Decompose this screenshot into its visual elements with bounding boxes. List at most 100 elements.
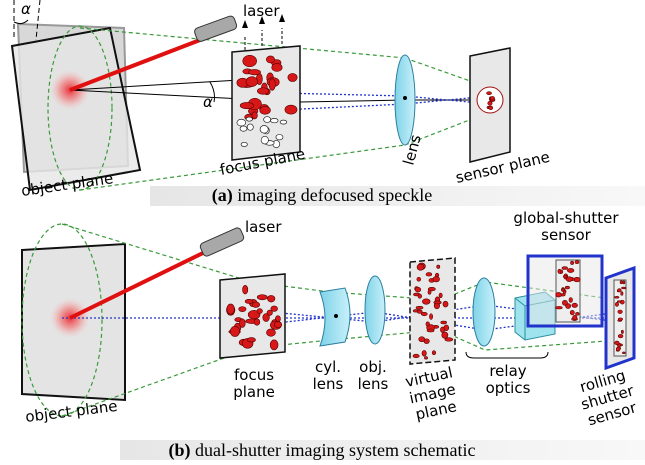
angle	[69, 79, 241, 103]
speckle-grain	[239, 102, 254, 110]
speckle-grain	[284, 104, 298, 115]
focus-plane	[231, 45, 301, 161]
speckle-grain	[251, 301, 260, 308]
speckle-grain	[246, 337, 256, 343]
speckle-grain	[620, 329, 624, 334]
bracket	[465, 351, 549, 359]
speckle-grain	[253, 318, 261, 326]
label: lens	[358, 375, 389, 393]
speckle-grain	[416, 263, 425, 271]
arrowhead	[259, 16, 265, 24]
speckle-grain	[267, 295, 276, 303]
speckle-grain	[417, 293, 422, 299]
speckle-grain	[245, 76, 258, 87]
speckle-grain	[617, 288, 622, 293]
speckle-outline	[260, 135, 269, 145]
speckle-grain	[486, 91, 492, 96]
speckle-grain	[251, 111, 258, 120]
speckle-grain	[273, 321, 283, 328]
speckle-grain	[421, 350, 427, 357]
speckle-grain	[489, 96, 495, 101]
label: sensor	[541, 226, 592, 244]
speckle-grain	[266, 309, 273, 316]
speckle-grain	[619, 280, 623, 285]
laser-beam	[69, 38, 201, 92]
speckle-grain	[431, 350, 437, 356]
speckle-grain	[620, 291, 624, 296]
panel-a: α α laser focus plane lens sensor plane …	[10, 0, 552, 200]
speckle-grain	[412, 353, 420, 359]
speckle-grain	[262, 313, 270, 322]
speckle-grain	[442, 300, 449, 308]
speckle-grain	[257, 87, 270, 95]
speckle-grain	[440, 326, 445, 333]
speckle-grain	[427, 289, 432, 295]
speckle-grain	[432, 276, 440, 283]
speckle-grain	[248, 69, 261, 76]
speckle-grain	[621, 286, 627, 290]
speckle-grain	[564, 285, 570, 290]
speckle-grain	[441, 331, 449, 339]
lens-center	[403, 96, 407, 100]
speckle-grain	[229, 326, 241, 337]
speckle-grain	[436, 264, 441, 269]
speckle	[226, 284, 283, 351]
caption-text: dual-shutter imaging system schematic	[191, 440, 476, 460]
speckle-outline	[259, 125, 269, 134]
speckle-grain	[242, 284, 249, 295]
speckle-grain	[270, 305, 278, 312]
speckle-grain	[433, 300, 442, 305]
speckle-outline	[270, 118, 279, 124]
speckle-grain	[561, 266, 568, 270]
speckle	[236, 54, 298, 149]
speckle-grain	[444, 337, 454, 342]
speckle-grain	[617, 309, 623, 314]
speckle-grain	[242, 54, 257, 68]
label: lens	[313, 375, 344, 393]
panel-b: laser global-shutter sensor object plane…	[21, 209, 639, 429]
speckle-grain	[266, 55, 275, 64]
speckle-grain	[416, 276, 422, 282]
obj-lens	[364, 275, 386, 345]
laser	[199, 227, 245, 257]
label: object plane	[24, 397, 118, 426]
caption-bar	[120, 440, 645, 460]
label: plane	[233, 383, 275, 401]
ref-line	[35, 0, 41, 41]
speckle-grain	[238, 306, 247, 312]
speckle-grain	[555, 292, 562, 298]
speckle-grain	[239, 318, 246, 328]
caption-bar	[150, 186, 645, 206]
speckle	[486, 91, 496, 111]
speckle-grain	[420, 311, 428, 317]
axis	[69, 89, 490, 103]
arrowhead	[242, 20, 248, 28]
speckle-grain	[572, 315, 578, 320]
label: optics	[486, 379, 531, 397]
caption-text: imaging defocused speckle	[233, 185, 432, 205]
caption: (a) imaging defocused speckle	[212, 185, 432, 206]
ray	[79, 27, 491, 191]
speckle-grain	[617, 317, 623, 321]
speckle-outline	[245, 116, 253, 122]
speckle-grain	[440, 320, 447, 325]
speckle-grain	[488, 105, 493, 111]
speckle-grain	[418, 336, 426, 343]
speckle-grain	[555, 306, 563, 310]
speckle-grain	[438, 292, 443, 299]
alpha-arc	[13, 19, 29, 25]
speckle-grain	[259, 106, 271, 115]
speckle-grain	[614, 296, 620, 299]
speckle-outline	[240, 141, 248, 147]
label-group: rolling shutter sensor	[578, 366, 639, 429]
speckle-grain	[425, 321, 430, 327]
speckle-grain	[226, 303, 235, 315]
speckle-grain	[615, 346, 621, 352]
speckle-grain	[487, 100, 493, 106]
caption: (b) dual-shutter imaging system schemati…	[169, 440, 476, 461]
label: cyl.	[315, 358, 341, 376]
speckle-grain	[287, 73, 298, 82]
speckle	[614, 280, 627, 354]
speckle-outline	[246, 123, 254, 131]
